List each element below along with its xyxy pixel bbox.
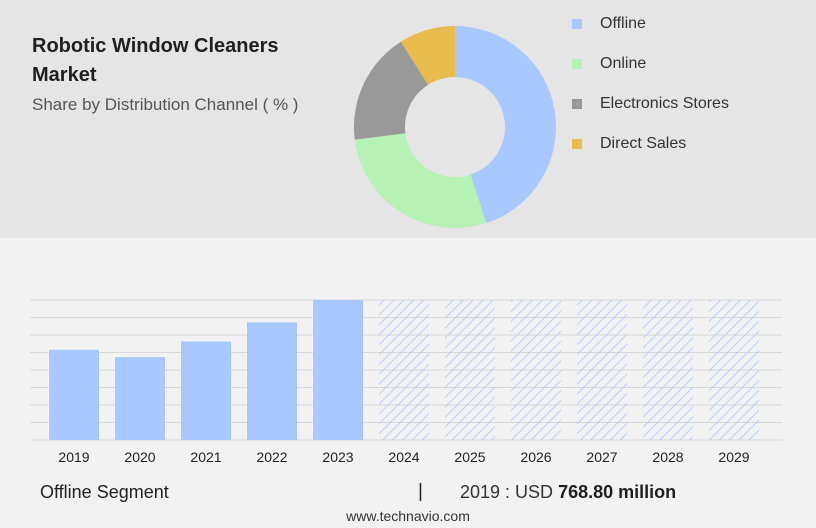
donut-chart [354, 25, 556, 228]
x-tick-label: 2020 [124, 449, 155, 465]
bar-2022 [247, 322, 297, 440]
bar-chart: 2019 2020 2021 2022 2023 2024 2025 2026 2027 2028… [30, 299, 782, 465]
donut-slice-direct-sales [400, 25, 455, 85]
forecast-bar-2029 [709, 300, 759, 440]
legend-swatch [572, 99, 582, 109]
chart-subtitle: Share by Distribution Channel ( % ) [32, 95, 299, 114]
legend-label: Offline [600, 15, 646, 32]
footer-separator: | [418, 481, 423, 502]
donut-slice-electronics-stores [354, 41, 429, 140]
bar-2023 [313, 300, 363, 440]
x-tick-label: 2024 [388, 449, 419, 465]
bar-2019 [49, 349, 99, 440]
x-tick-label: 2023 [322, 449, 353, 465]
chart-title: Robotic Window Cleaners Market [32, 35, 279, 86]
legend-swatch [572, 19, 582, 29]
segment-value-prefix: 2019 : USD [460, 482, 554, 502]
bar-2021 [181, 341, 231, 440]
legend-swatch [572, 59, 582, 69]
legend-item-electronics-stores: Electronics Stores [570, 92, 810, 132]
legend-item-direct-sales: Direct Sales [570, 132, 810, 172]
legend-label: Online [600, 55, 647, 72]
legend-item-offline: Offline [570, 12, 810, 52]
forecast-bar-2028 [643, 300, 693, 440]
site-link[interactable]: www.technavio.com [346, 508, 470, 524]
x-tick-label: 2026 [520, 449, 551, 465]
donut-legend: Offline Online Electronics Stores Direct Sa… [570, 12, 810, 172]
donut-slice-online [354, 133, 487, 228]
x-tick-label: 2021 [190, 449, 221, 465]
forecast-bar-2025 [445, 300, 495, 440]
segment-label: Offline Segment [40, 482, 169, 502]
legend-label: Electronics Stores [600, 95, 729, 112]
x-tick-label: 2027 [586, 449, 617, 465]
x-tick-label: 2025 [454, 449, 485, 465]
donut-slice-offline [455, 26, 556, 224]
forecast-bar-2027 [577, 300, 627, 440]
x-tick-label: 2022 [256, 449, 287, 465]
forecast-bar-2024 [379, 300, 429, 440]
bar-2020 [115, 357, 165, 440]
legend-item-online: Online [570, 52, 810, 92]
x-tick-label: 2029 [718, 449, 749, 465]
segment-value: 2019 : USD 768.80 million [460, 482, 676, 503]
x-tick-label: 2028 [652, 449, 683, 465]
forecast-bar-2026 [511, 300, 561, 440]
legend-label: Direct Sales [600, 135, 687, 152]
segment-value-amount: 768.80 million [558, 482, 677, 502]
legend-swatch [572, 139, 582, 149]
x-tick-label: 2019 [58, 449, 89, 465]
